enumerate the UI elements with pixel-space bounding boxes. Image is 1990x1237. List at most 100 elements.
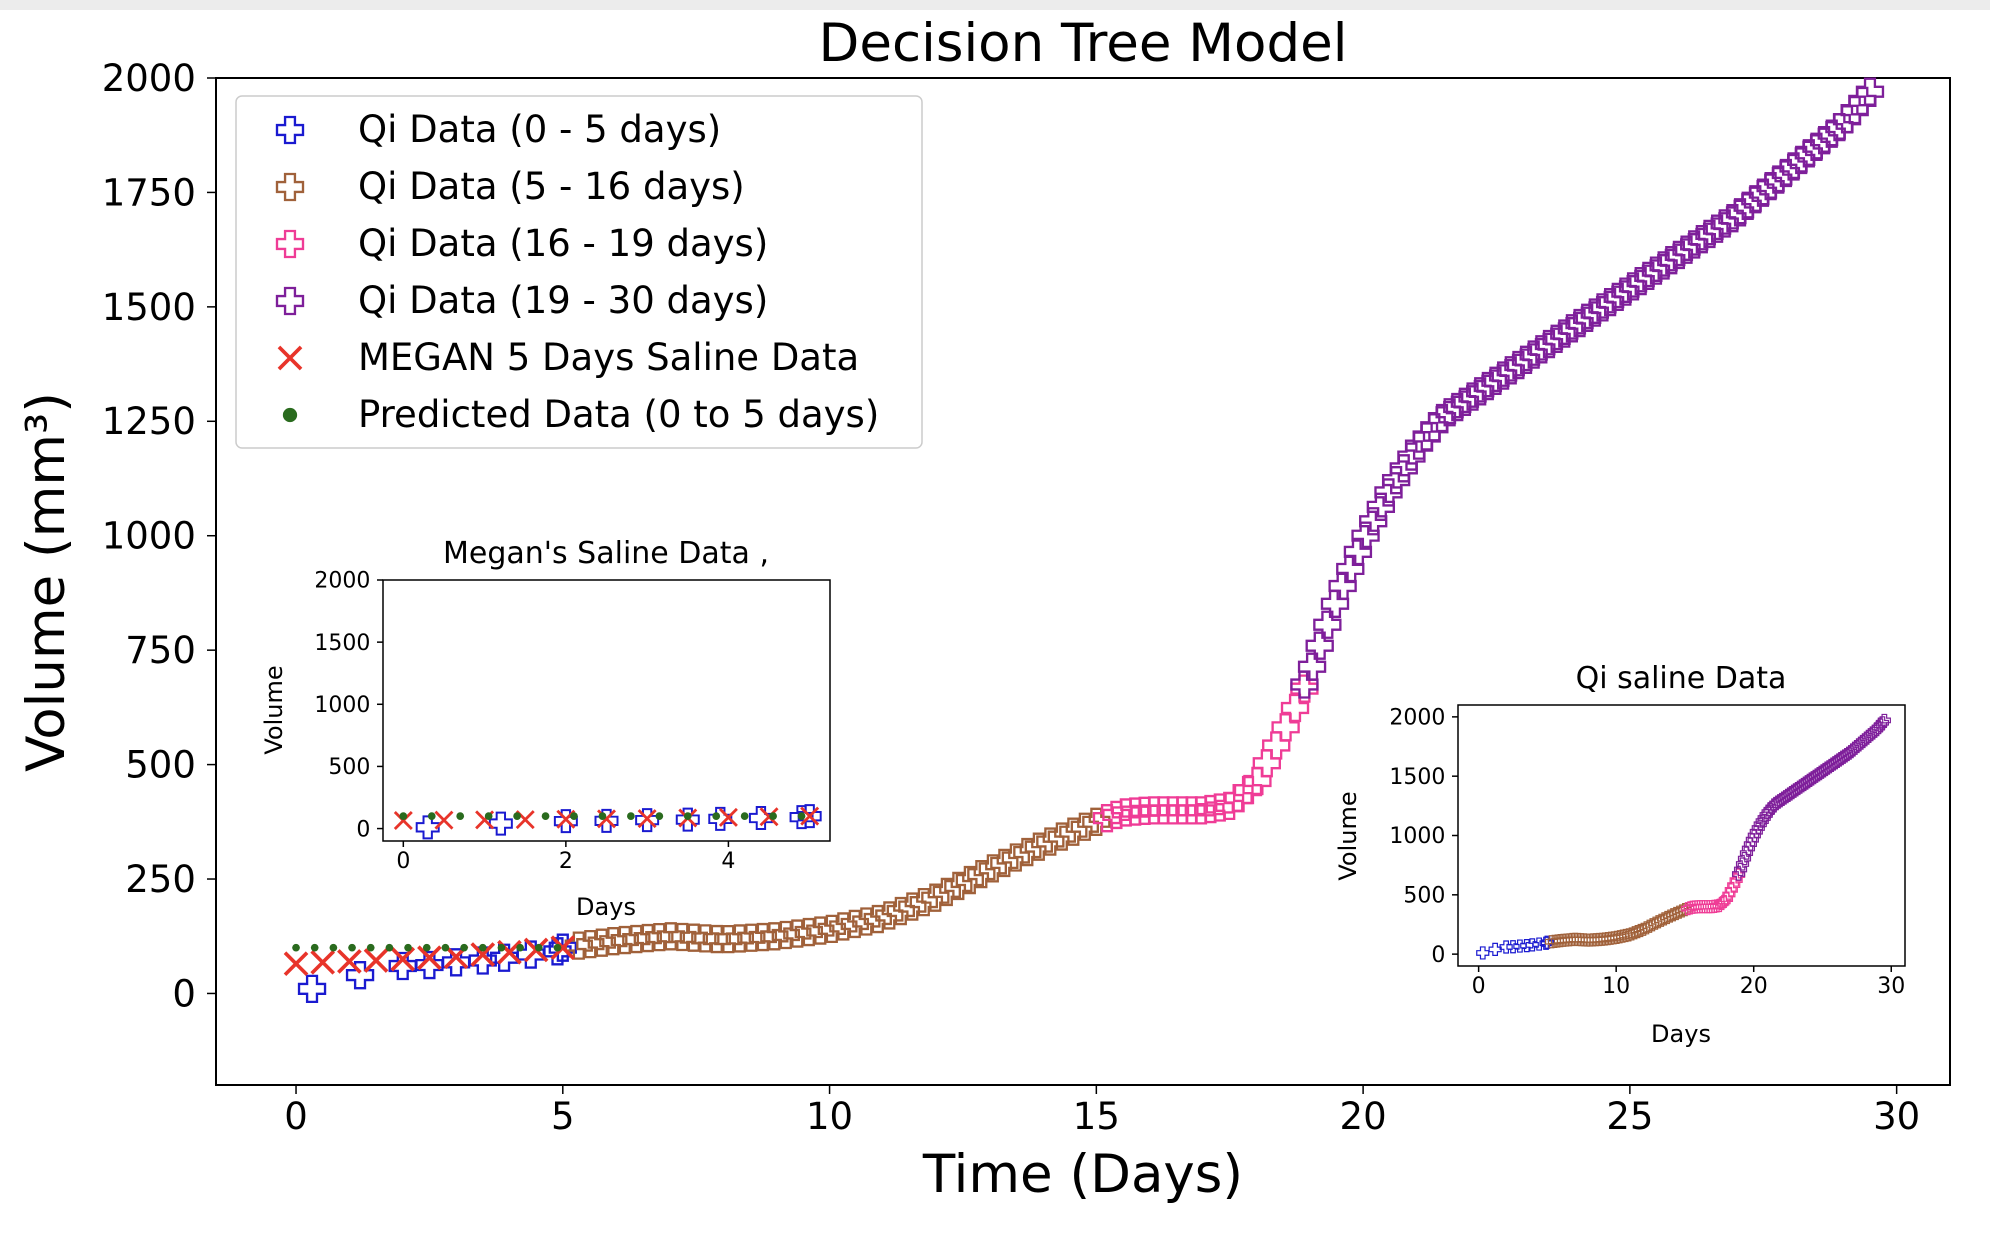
data-point (1624, 927, 1639, 941)
data-point (598, 812, 607, 820)
data-point (594, 808, 619, 833)
legend-label: Qi Data (19 - 30 days) (358, 279, 768, 322)
data-point (310, 943, 319, 952)
data-point (944, 871, 973, 901)
data-point (292, 943, 300, 952)
data-point (1381, 465, 1411, 495)
data-point (797, 812, 806, 820)
main-y-tick-label: 750 (125, 629, 196, 672)
data-point (1397, 442, 1426, 471)
data-point (1622, 928, 1636, 942)
legend-marker (282, 407, 298, 423)
data-point (1869, 722, 1884, 737)
inset-qi-y-tick-label: 1500 (1389, 765, 1445, 790)
series-predicted-data-0-to-5-days (399, 812, 806, 820)
inset-megan-title: Megan's Saline Data , (443, 536, 769, 571)
data-point (1733, 862, 1748, 877)
data-point (363, 948, 389, 973)
y-axis-label: Volume (mm³) (16, 392, 77, 772)
data-point (576, 929, 605, 959)
data-point (1761, 805, 1775, 819)
series-predicted-data-0-to-5-days (292, 943, 562, 952)
data-point (829, 912, 858, 941)
legend-marker (275, 229, 305, 259)
window-top-bar (0, 0, 1990, 10)
x-axis-label: Time (Days) (922, 1144, 1243, 1205)
data-point (1633, 923, 1648, 938)
data-point (1420, 413, 1449, 442)
data-point (783, 919, 812, 948)
data-point (1427, 403, 1457, 433)
data-point (1663, 909, 1677, 923)
data-point (1313, 610, 1342, 639)
legend-label: Predicted Data (0 to 5 days) (358, 393, 879, 436)
data-point (1215, 791, 1244, 821)
data-point (1366, 492, 1396, 521)
legend-marker (277, 345, 303, 371)
data-point (1642, 919, 1656, 933)
data-point (415, 815, 440, 840)
data-point (1757, 811, 1771, 825)
data-point (297, 974, 327, 1004)
data-point (1779, 152, 1808, 181)
inset-qi-series-group (1476, 713, 1891, 960)
data-point (1877, 713, 1891, 728)
data-point (587, 928, 616, 957)
data-point (627, 812, 635, 820)
data-point (637, 809, 657, 829)
data-point (1651, 915, 1665, 929)
data-point (1613, 930, 1627, 944)
data-point (1669, 906, 1683, 921)
data-point (1520, 938, 1534, 953)
data-point (840, 909, 869, 939)
inset-megan-plot-area (382, 579, 831, 842)
data-point (310, 949, 336, 975)
data-point (1722, 887, 1736, 902)
main-x-tick-label: 0 (284, 1095, 308, 1138)
inset-megan-y-label: Volume (260, 665, 288, 754)
data-point (1771, 158, 1801, 188)
data-point (1476, 946, 1490, 960)
series-qi-data-16-19-days (1092, 674, 1319, 833)
data-point (390, 946, 416, 972)
data-point (388, 951, 417, 981)
inset-megan-x-tick-label: 4 (721, 849, 735, 874)
inset-qi-x-tick-label: 10 (1602, 974, 1630, 999)
data-point (1802, 132, 1831, 161)
legend-entry: Qi Data (16 - 19 days) (275, 222, 768, 265)
data-point (1747, 828, 1761, 843)
data-point (1733, 191, 1762, 220)
data-point (1832, 105, 1862, 134)
data-point (1619, 928, 1633, 943)
data-point (978, 854, 1007, 883)
data-point (1351, 521, 1380, 550)
data-point (1070, 812, 1100, 841)
data-point (1865, 726, 1880, 740)
data-point (1840, 95, 1869, 125)
data-point (1389, 454, 1418, 483)
data-point (1059, 817, 1088, 846)
data-point (470, 942, 496, 967)
inset-qi-chart: Qi saline Data Days Volume 0 10 20 30 0 500 10… (1334, 661, 1906, 1048)
data-point (434, 810, 454, 830)
data-point (1725, 198, 1755, 227)
series-qi-data-5-16-days (1544, 903, 1692, 949)
main-y-tick-label: 0 (172, 972, 196, 1015)
data-point (806, 916, 835, 945)
inset-megan-series-group (393, 804, 822, 840)
legend-label: Qi Data (5 - 16 days) (358, 165, 745, 208)
data-point (1343, 537, 1373, 567)
data-point (1759, 808, 1773, 822)
data-point (564, 931, 593, 960)
inset-megan-y-tick-label: 1000 (314, 693, 370, 718)
data-point (385, 943, 394, 952)
data-point (1001, 843, 1030, 872)
data-point (817, 914, 846, 944)
inset-megan-y-tick-label: 500 (328, 755, 370, 780)
data-point (283, 951, 309, 977)
data-point (1654, 913, 1668, 927)
legend-entry: Predicted Data (0 to 5 days) (282, 393, 879, 436)
inset-qi-x-label: Days (1651, 1020, 1711, 1048)
data-point (1787, 145, 1816, 175)
inset-qi-plot-area (1457, 704, 1906, 967)
